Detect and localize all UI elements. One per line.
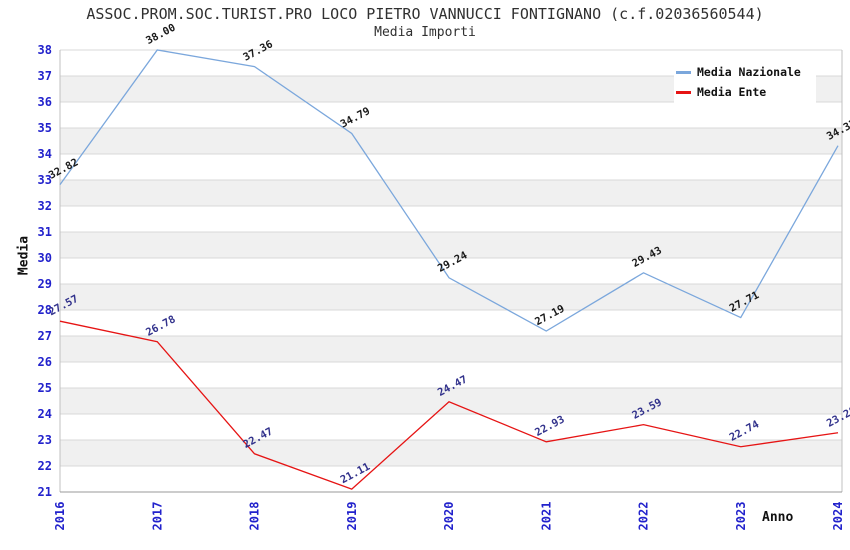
y-tick-label: 31 — [38, 225, 52, 239]
y-tick-label: 25 — [38, 381, 52, 395]
y-tick-label: 37 — [38, 69, 52, 83]
legend-swatch-blue-line-icon — [676, 70, 691, 74]
y-tick-label: 28 — [38, 303, 52, 317]
series-line-media-ente — [59, 320, 839, 490]
y-tick-label: 38 — [38, 43, 52, 57]
y-tick-label: 36 — [38, 95, 52, 109]
x-tick-label: 2020 — [442, 502, 456, 531]
y-tick-label: 21 — [38, 485, 52, 499]
value-label: 26.78 — [144, 313, 178, 338]
y-tick-label: 29 — [38, 277, 52, 291]
x-tick-label: 2016 — [53, 502, 67, 531]
y-axis-title: Media — [16, 235, 32, 276]
x-tick-label: 2017 — [150, 502, 164, 531]
grid-stripe — [60, 388, 842, 414]
legend-item-media-nazionale: Media Nazionale — [676, 62, 814, 82]
grid-stripe — [60, 336, 842, 362]
value-label: 22.93 — [533, 413, 567, 438]
y-tick-label: 27 — [38, 329, 52, 343]
y-tick-label: 23 — [38, 433, 52, 447]
y-tick-label: 26 — [38, 355, 52, 369]
grid-stripe — [60, 440, 842, 466]
y-tick-label: 33 — [38, 173, 52, 187]
y-tick-label: 32 — [38, 199, 52, 213]
y-tick-label: 24 — [38, 407, 52, 421]
y-tick-label: 35 — [38, 121, 52, 135]
x-axis-title: Anno — [762, 510, 794, 525]
chart-subtitle: Media Importi — [374, 25, 476, 40]
x-tick-label: 2023 — [734, 502, 748, 531]
x-tick-label: 2021 — [539, 502, 553, 531]
legend-label: Media Ente — [697, 85, 767, 99]
x-tick-label: 2024 — [831, 502, 845, 531]
grid-stripe — [60, 284, 842, 310]
y-tick-label: 30 — [38, 251, 52, 265]
y-tick-label: 22 — [38, 459, 52, 473]
value-label: 34.79 — [339, 105, 373, 130]
x-tick-label: 2019 — [345, 502, 359, 531]
grid-stripe — [60, 128, 842, 154]
grid-stripe — [60, 232, 842, 258]
grid-stripe — [60, 180, 842, 206]
legend-label: Media Nazionale — [697, 65, 801, 79]
chart-title: ASSOC.PROM.SOC.TURIST.PRO LOCO PIETRO VA… — [86, 5, 764, 23]
series-line-media-nazionale — [59, 49, 839, 332]
value-label: 34.32 — [825, 117, 850, 142]
x-tick-label: 2018 — [248, 502, 262, 531]
legend-swatch-red-line-icon — [676, 90, 691, 94]
legend-item-media-ente: Media Ente — [676, 82, 814, 102]
y-tick-label: 34 — [38, 147, 52, 161]
legend: Media Nazionale Media Ente — [674, 56, 816, 108]
x-tick-label: 2022 — [637, 502, 651, 531]
value-label: 37.36 — [241, 38, 275, 63]
